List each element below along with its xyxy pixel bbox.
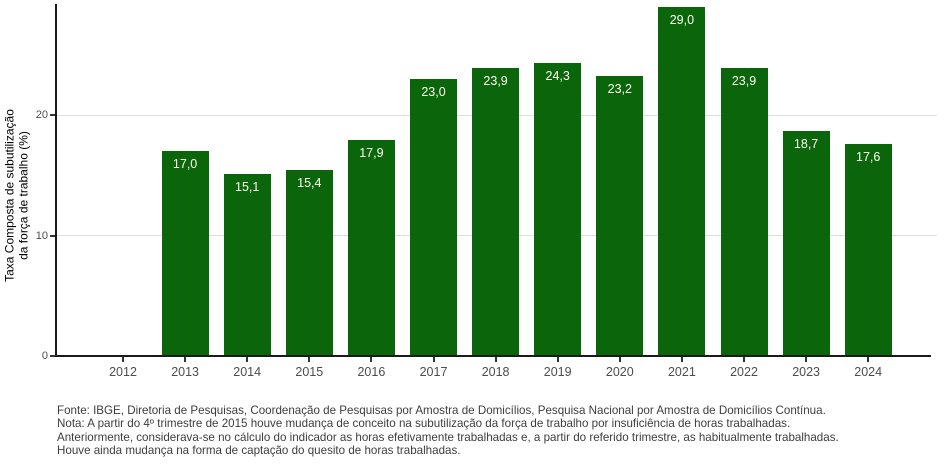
x-tick-label-2018: 2018 [481,365,510,379]
bar-value-label-2024: 17,6 [856,149,881,164]
bar-2017 [410,78,457,355]
x-tick-2019 [556,357,559,362]
x-tick-label-2019: 2019 [543,365,572,379]
bar-2015 [285,170,333,355]
y-axis-title-text: Taxa Composta de subutilização da força … [2,46,31,346]
x-tick-label-2015: 2015 [295,365,324,379]
y-tick-0 [50,355,55,357]
x-tick-label-2013: 2013 [171,365,199,379]
x-tick-2024 [867,357,870,362]
x-tick-label-2023: 2023 [792,365,820,379]
footer-line-fonte: Fonte: IBGE, Diretoria de Pesquisas, Coo… [57,404,826,417]
x-tick-2017 [432,357,435,362]
bar-value-label-2023: 18,7 [793,136,819,151]
bar-2016 [347,140,395,355]
bar-value-label-2015: 15,4 [297,176,322,191]
x-tick-label-2014: 2014 [233,365,262,379]
bar-2014 [223,174,271,355]
source-note: Fonte: IBGE, Diretoria de Pesquisas, Coo… [57,404,937,458]
x-tick-2022 [743,357,745,362]
bar-2019 [534,63,582,355]
x-tick-label-2016: 2016 [357,365,386,379]
y-tick-10 [50,234,55,237]
x-tick-2012 [122,357,124,362]
bar-value-label-2020: 23,2 [607,82,632,97]
x-tick-2018 [494,357,497,362]
bar-value-label-2018: 23,9 [483,74,508,88]
x-axis-line [55,355,931,357]
bar-value-label-2017: 23,0 [421,84,446,99]
y-axis-title-line-1: Taxa Composta de subutilização [2,109,17,282]
bar-2013 [161,151,209,355]
bar-2024 [844,143,892,355]
bar-value-label-2013: 17,0 [172,157,198,172]
bar-value-label-2016: 17,9 [359,146,384,161]
x-tick-label-2024: 2024 [854,365,883,379]
bar-value-label-2021: 29,0 [669,12,695,27]
y-tick-label-20: 20 [35,109,48,121]
footer-line-anteriormente: Anteriormente, considerava-se no cálculo… [57,430,839,444]
x-tick-2015 [308,357,311,362]
y-tick-label-30: 30 [18,0,48,1]
y-axis-title-line-2: da força de trabalho (%) [16,131,30,260]
x-tick-label-2022: 2022 [730,365,758,379]
y-tick-label-10: 10 [35,229,48,242]
y-axis-line [55,4,57,357]
x-tick-label-2021: 2021 [667,365,696,379]
y-tick-20 [50,114,55,116]
bar-2022 [720,68,768,355]
x-tick-label-2012: 2012 [109,365,137,379]
footer-line-houve: Houve ainda mudança na forma de captação… [57,444,461,458]
x-tick-label-2020: 2020 [605,365,634,379]
x-tick-2014 [246,357,249,362]
x-tick-2021 [680,357,683,362]
bar-value-label-2022: 23,9 [731,74,757,88]
x-tick-2020 [618,357,621,362]
x-tick-label-2017: 2017 [419,365,448,379]
bar-2018 [472,68,520,355]
footer-line-nota: Nota: A partir do 4º trimestre de 2015 h… [57,417,791,431]
bar-2020 [596,76,644,355]
x-tick-2016 [370,357,373,362]
bar-2021 [658,6,706,355]
bar-value-label-2019: 24,3 [545,69,570,84]
x-tick-2013 [184,357,187,362]
bar-value-label-2014: 15,1 [235,180,260,195]
bar-2023 [782,130,830,355]
y-tick-label-0: 0 [41,350,48,362]
x-tick-2023 [805,357,808,362]
